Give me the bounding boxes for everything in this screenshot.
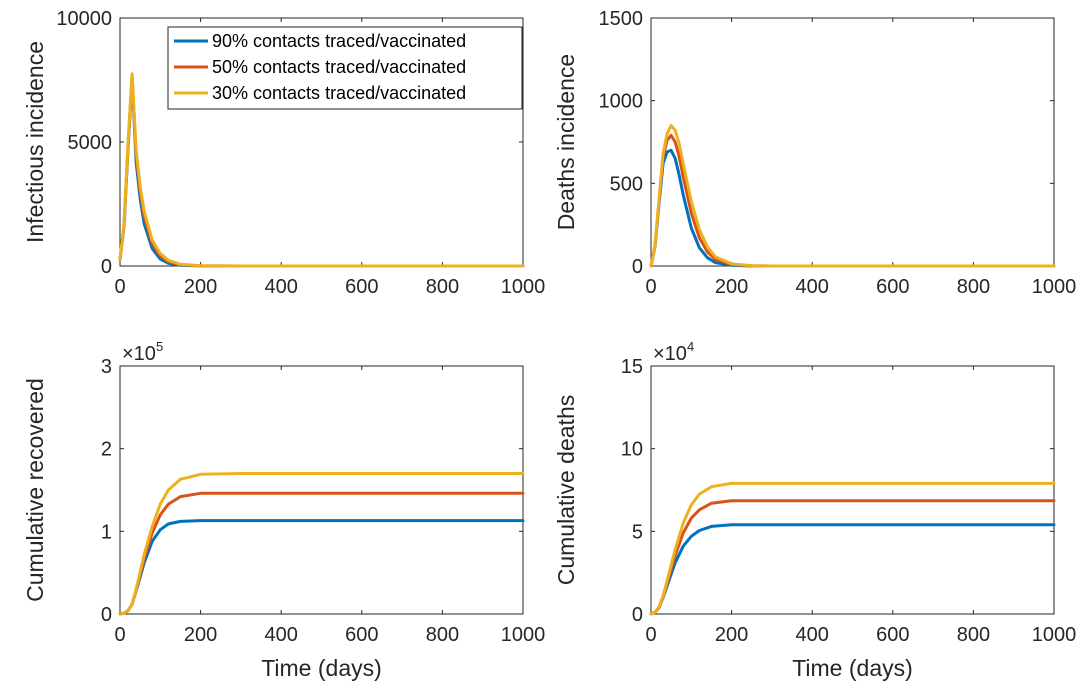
x-tick-label: 1000 [501,624,546,646]
series-line-3 [649,124,1056,268]
x-tick-label: 1000 [501,276,546,298]
x-tick-label: 1000 [1032,624,1077,646]
chart-panel-4: 0 200 400 600 800 1000 0 5 10 15 ×104 Cumulative de… [553,339,1076,681]
x-tick-label: 200 [184,276,217,298]
axes-box [650,17,1055,267]
axis-multiplier: ×104 [653,339,694,365]
x-axis-label: Time (days) [261,655,382,681]
y-tick-label: 10 [621,439,643,461]
x-tick-label: 200 [715,276,748,298]
x-tick-label: 0 [114,276,125,298]
y-tick-label: 0 [101,604,112,626]
x-tick-label: 600 [876,624,909,646]
y-axis-label: Deaths incidence [553,54,579,230]
x-tick-label: 0 [645,276,656,298]
chart-panel-3: 0 200 400 600 800 1000 0 1 2 3 ×105 Cumulative reco… [22,339,545,681]
y-tick-label: 15 [621,356,643,378]
x-tick-label: 1000 [1032,276,1077,298]
chart-panel-2: 0 200 400 600 800 1000 0 500 1000 1500 Deaths inci… [553,8,1076,298]
legend-entry: 90% contacts traced/vaccinated [212,31,466,51]
axis-multiplier: ×105 [122,339,163,365]
y-axis-label: Cumulative deaths [553,395,579,586]
x-tick-label: 400 [265,624,298,646]
x-tick-label: 800 [426,624,459,646]
y-tick-label: 0 [101,256,112,278]
x-tick-label: 600 [876,276,909,298]
legend: 90% contacts traced/vaccinated 50% contac… [167,26,523,110]
y-tick-label: 2 [101,439,112,461]
y-tick-label: 1000 [599,91,644,113]
y-tick-label: 5 [632,521,643,543]
series-line-3 [649,481,1056,616]
y-tick-label: 1500 [599,8,644,30]
axes-box [119,365,524,615]
x-tick-label: 400 [796,624,829,646]
x-tick-label: 800 [957,276,990,298]
y-axis-label: Cumulative recovered [22,378,48,602]
x-tick-label: 400 [265,276,298,298]
axis-multiplier-base: ×10 [653,343,687,365]
y-tick-label: 500 [610,173,643,195]
y-tick-label: 0 [632,256,643,278]
axis-multiplier-exponent: 4 [687,339,694,354]
axis-multiplier-exponent: 5 [156,339,163,354]
x-tick-label: 200 [715,624,748,646]
x-tick-label: 0 [645,624,656,646]
series-line-3 [118,472,525,616]
x-axis-label: Time (days) [792,655,913,681]
x-tick-label: 800 [426,276,459,298]
legend-box [167,26,523,110]
legend-entry: 50% contacts traced/vaccinated [212,57,466,77]
x-tick-label: 200 [184,624,217,646]
x-tick-label: 0 [114,624,125,646]
axis-multiplier-base: ×10 [122,343,156,365]
series-line-3 [118,72,525,268]
y-tick-label: 3 [101,356,112,378]
y-tick-label: 1 [101,521,112,543]
y-tick-label: 5000 [68,132,113,154]
x-tick-label: 600 [345,276,378,298]
y-axis-label: Infectious incidence [22,41,48,243]
x-tick-label: 400 [796,276,829,298]
x-tick-label: 800 [957,624,990,646]
y-tick-label: 10000 [56,8,112,30]
x-tick-label: 600 [345,624,378,646]
y-tick-label: 0 [632,604,643,626]
axes-box [650,365,1055,615]
legend-entry: 30% contacts traced/vaccinated [212,83,466,103]
